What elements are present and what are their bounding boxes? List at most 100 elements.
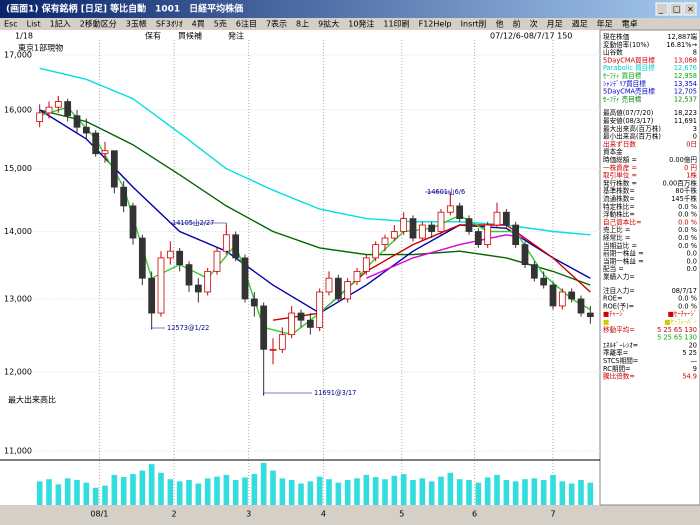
menu-item[interactable]: 月足 xyxy=(547,20,563,29)
info-value: 11,691 xyxy=(674,117,697,125)
menu-item[interactable]: 週足 xyxy=(572,20,588,29)
menu-item[interactable]: 10発注 xyxy=(348,19,374,29)
y-tick-label: 11,000 xyxy=(4,446,32,455)
candle-body xyxy=(381,237,389,246)
candle-body xyxy=(213,250,221,272)
info-value: 145千株 xyxy=(671,194,697,203)
menu-item[interactable]: 1記入 xyxy=(50,19,71,29)
page-indicator: 1/18 xyxy=(15,32,33,41)
svg-text:×: × xyxy=(687,5,694,14)
candle-body xyxy=(120,186,128,207)
candle-body xyxy=(129,205,137,239)
volume-bar xyxy=(475,482,482,505)
menu-item[interactable]: 電卓 xyxy=(622,19,638,29)
candle-body xyxy=(484,224,492,246)
volume-bar xyxy=(186,480,192,505)
info-value: 54.9 xyxy=(682,373,697,381)
volume-label: 最大出来高比 xyxy=(8,395,56,405)
info-value: 0.0 % xyxy=(678,302,697,310)
info-value: 13,354 xyxy=(674,80,697,88)
menu-item[interactable]: 11印刷 xyxy=(383,20,409,29)
menu-item[interactable]: Insrt削 xyxy=(461,19,487,29)
annotation: 14601山6/6 xyxy=(427,187,465,196)
volume-bar xyxy=(559,481,566,505)
volume-bar xyxy=(410,480,416,505)
info-value: 0.0 % xyxy=(678,211,697,219)
info-value: 0日 xyxy=(686,140,697,148)
candle-body xyxy=(297,312,305,321)
volume-bar xyxy=(568,483,575,505)
info-value: 5 25 65 130 xyxy=(657,326,697,334)
menu-item[interactable]: 9拡大 xyxy=(318,19,339,29)
info-label: ROE= xyxy=(603,295,622,303)
menu-item[interactable]: Esc xyxy=(4,20,18,29)
candle-body xyxy=(502,211,510,226)
menu-item[interactable]: 7表示 xyxy=(266,19,287,29)
candle-body xyxy=(278,334,286,350)
menu-item[interactable]: 3玉帳 xyxy=(126,19,147,29)
candle-body xyxy=(465,218,473,232)
candle-body xyxy=(269,348,277,351)
menu-item[interactable]: List xyxy=(27,20,41,29)
info-label: 自己資本比= xyxy=(603,217,642,226)
volume-bar xyxy=(251,474,258,505)
annotation: 14105山2/27 xyxy=(172,218,214,227)
menu-item[interactable]: 5売 xyxy=(214,19,227,29)
info-value: 08/7/17 xyxy=(672,287,697,295)
info-label: 流通株数= xyxy=(603,194,635,203)
x-tick-label: 7 xyxy=(550,510,555,519)
info-value: 0 xyxy=(693,133,697,141)
window-buttons[interactable]: _ □ × xyxy=(655,2,697,16)
info-label: 売上比 = xyxy=(603,225,630,234)
volume-bar xyxy=(456,479,463,505)
candle-body xyxy=(428,224,436,232)
market: 東京1部現物 xyxy=(18,43,63,53)
volume-bar xyxy=(223,474,230,505)
menu-item[interactable]: F12Help xyxy=(419,20,452,29)
info-label: 乖離率= xyxy=(603,348,628,357)
menu-item[interactable]: 他 xyxy=(496,19,504,29)
info-label: 最大出来高(百万株) xyxy=(603,124,661,133)
y-tick-label: 17,000 xyxy=(4,50,32,59)
info-label: 配当 = xyxy=(603,264,624,273)
info-value: 20 xyxy=(689,341,697,349)
volume-bar xyxy=(74,480,80,505)
candle-body xyxy=(36,112,44,122)
volume-bar xyxy=(550,474,556,505)
info-label: Parabolic 買目標 xyxy=(603,63,655,72)
menu-item[interactable]: 2移動区分 xyxy=(80,19,117,29)
chart-area xyxy=(0,30,600,505)
volume-bar xyxy=(419,478,426,505)
info-label: 基準株数= xyxy=(603,186,635,195)
info-label: 最安値(08/3/17) xyxy=(603,116,653,125)
volume-bar xyxy=(167,479,174,505)
menu-item[interactable]: 6注目 xyxy=(236,19,257,29)
info-label: 一株資産 = xyxy=(603,163,637,172)
info-value: 9 xyxy=(693,365,697,373)
candle-body xyxy=(166,250,174,259)
info-label: 浮動株比= xyxy=(603,210,635,219)
menu-item[interactable]: SF3ｵﾘｵ xyxy=(156,20,183,29)
y-tick-label: 12,000 xyxy=(4,367,32,376)
candle-body xyxy=(409,218,417,239)
x-tick-label: 4 xyxy=(321,510,326,519)
candle-body xyxy=(204,270,212,293)
volume-bar xyxy=(36,481,43,505)
info-label: ■ xyxy=(603,318,609,326)
volume-bar xyxy=(354,478,360,505)
menu-item[interactable]: 次 xyxy=(530,19,538,29)
info-label: ｴﾈﾙｷﾞｰﾚｼｵ= xyxy=(603,341,638,349)
volume-bar xyxy=(195,483,202,505)
menu-item[interactable]: 前 xyxy=(513,19,521,29)
candle-body xyxy=(73,115,81,128)
menu-item[interactable]: 年足 xyxy=(597,19,613,29)
annotation-leader xyxy=(425,191,451,194)
volume-bar xyxy=(83,482,90,505)
info-label: 騰比倍数= xyxy=(603,372,635,381)
info-label: 特定株比= xyxy=(603,202,635,211)
info-label: RC期間= xyxy=(603,365,631,373)
info-label: 資本金 xyxy=(603,147,623,156)
menu-item[interactable]: 4買 xyxy=(192,20,205,29)
menu-item[interactable]: 8上 xyxy=(296,20,309,29)
x-tick-label: 2 xyxy=(172,510,177,519)
